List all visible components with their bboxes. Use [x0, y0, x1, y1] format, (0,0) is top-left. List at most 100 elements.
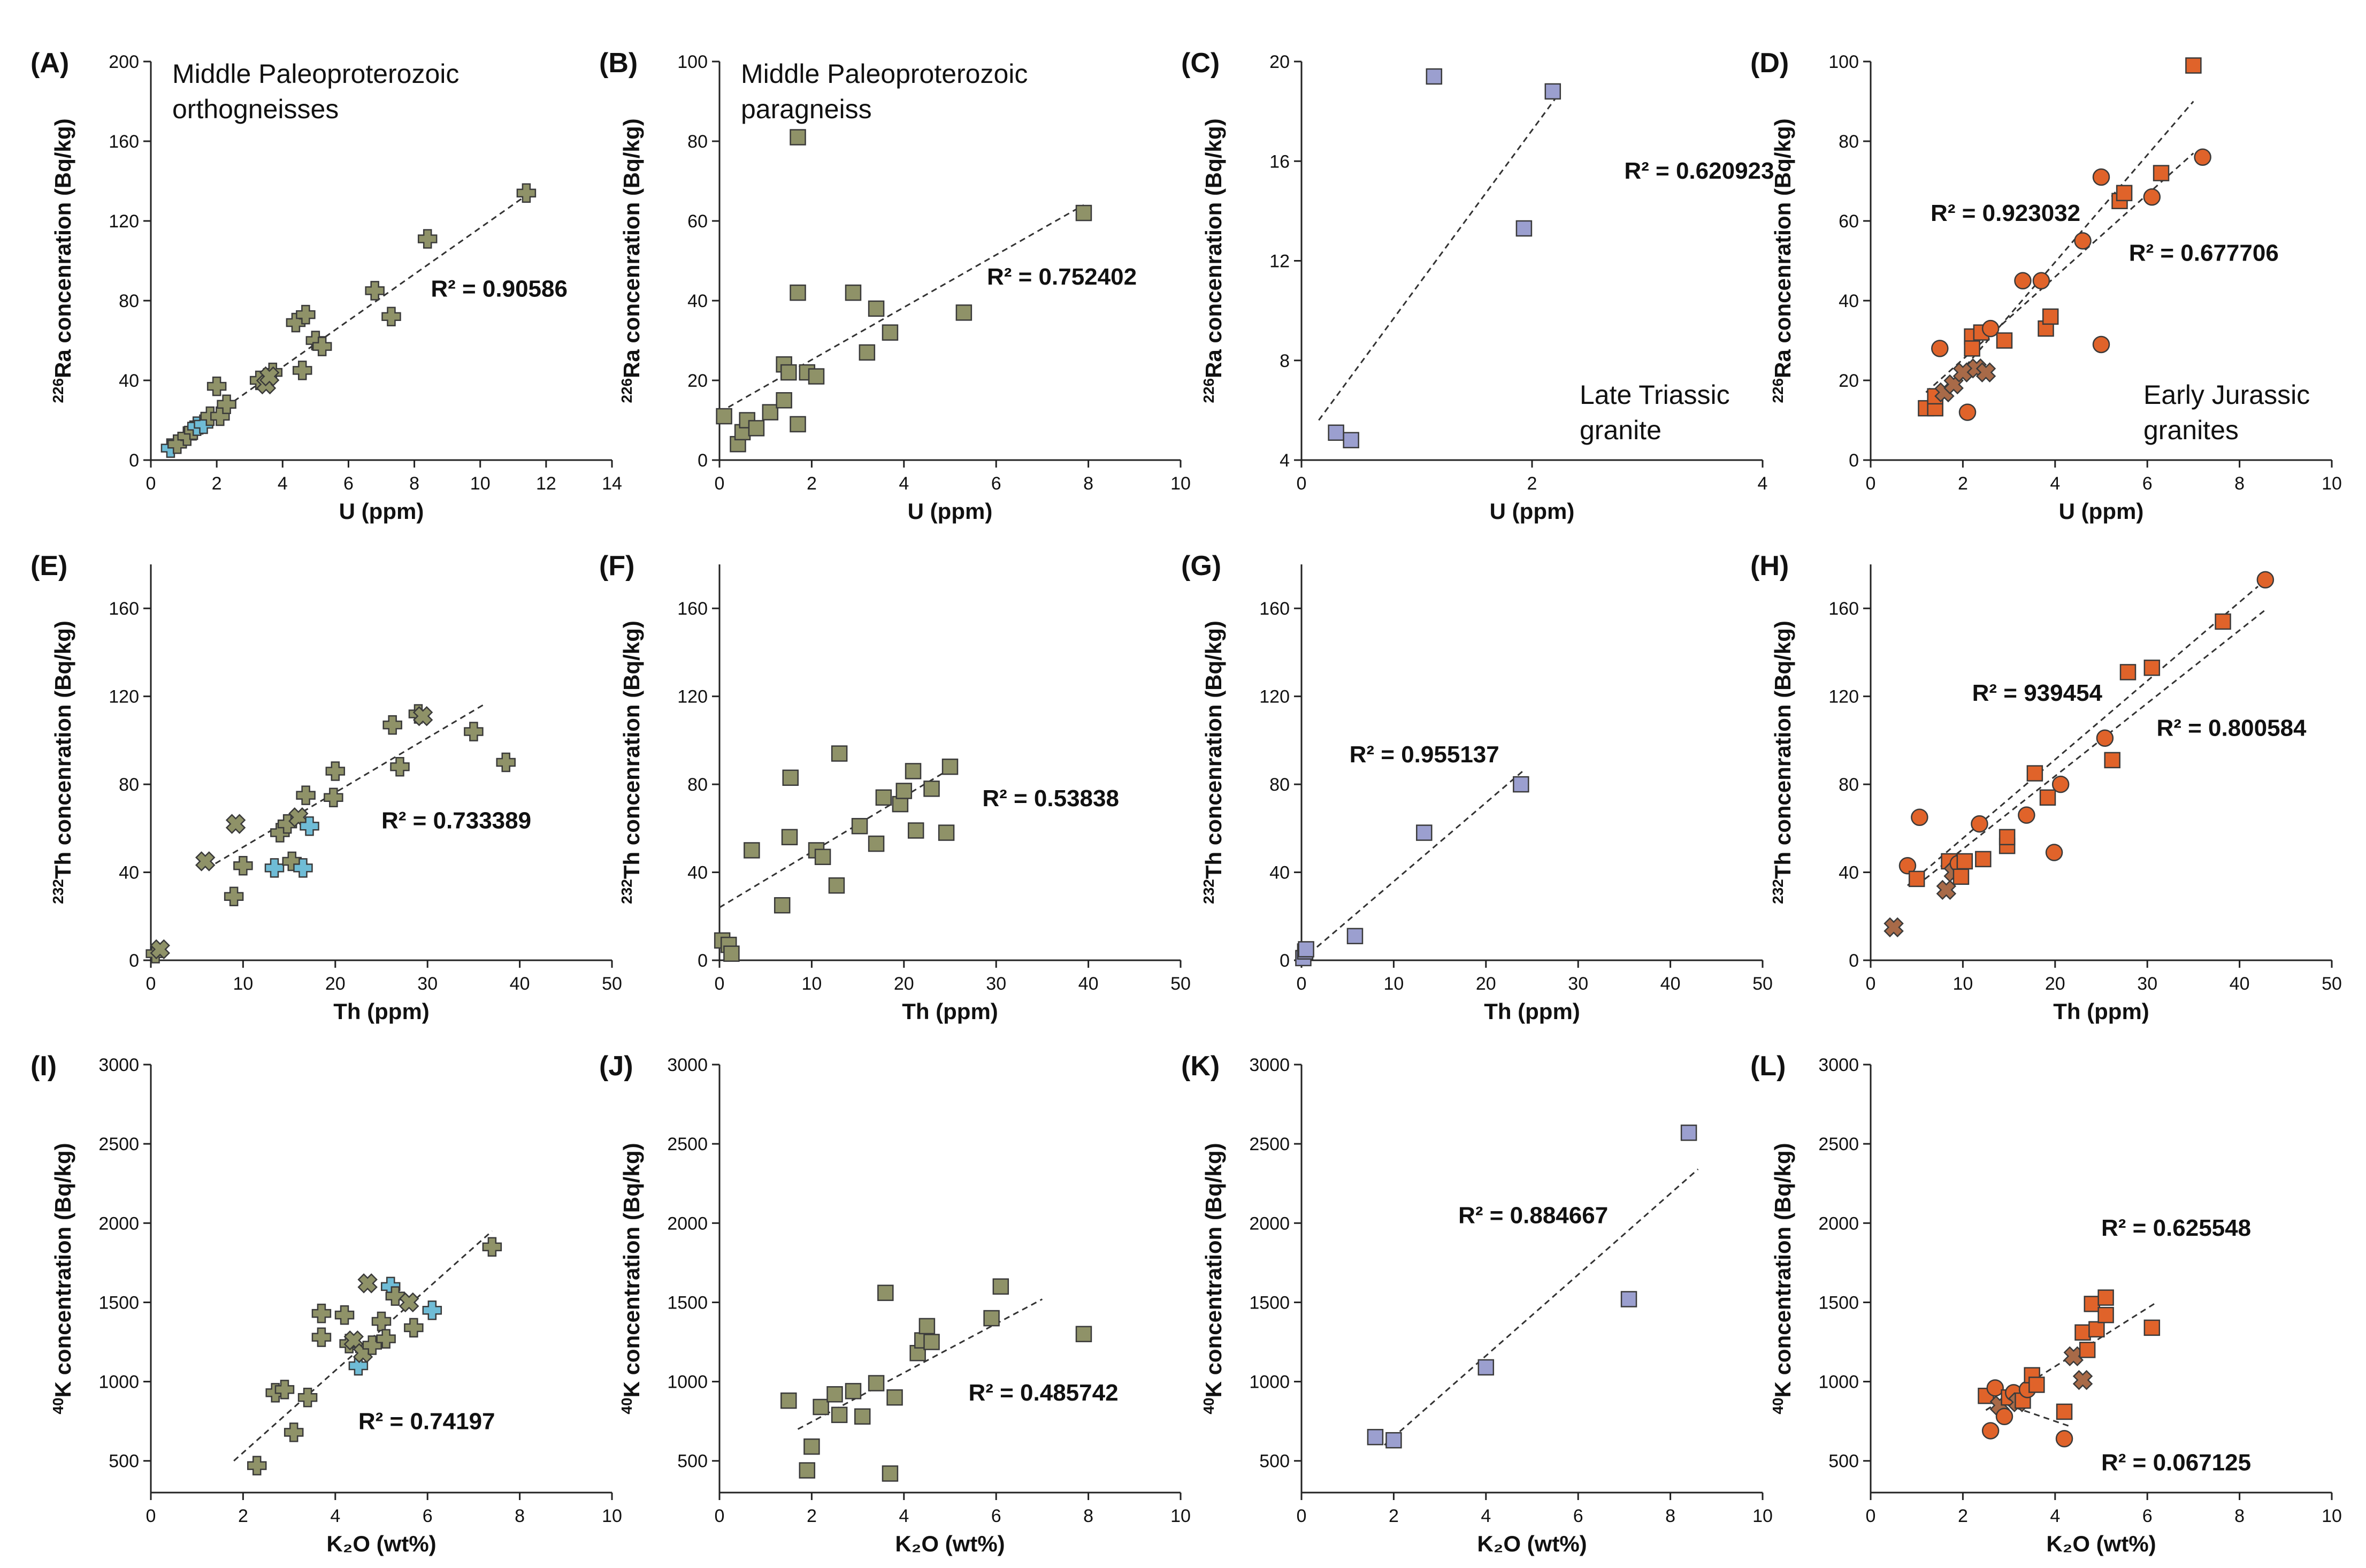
x-tick-label: 10: [1383, 974, 1404, 994]
data-point-square: [1075, 1326, 1092, 1342]
r-squared-label: R² = 0.74197: [358, 1408, 495, 1434]
data-point-circle: [2032, 272, 2050, 289]
data-point-plus: [292, 361, 312, 380]
data-point-plus: [348, 1356, 369, 1376]
y-axis-title: 226Ra concenration (Bq/kg): [618, 118, 644, 403]
y-tick-label: 40: [687, 291, 708, 311]
y-tick-label: 500: [1828, 1451, 1859, 1472]
data-point-cross: [412, 706, 433, 726]
x-tick-label: 8: [409, 473, 419, 494]
data-point-circle: [2194, 148, 2211, 166]
x-tick-label: 2: [1958, 1506, 1968, 1526]
x-tick-label: 40: [1078, 974, 1099, 994]
data-point-plus: [293, 858, 313, 878]
x-tick-label: 6: [2142, 473, 2153, 494]
x-tick-label: 30: [986, 974, 1006, 994]
panel-label: (D): [1750, 48, 1789, 79]
x-tick-label: 4: [1481, 1506, 1491, 1526]
x-tick-label: 4: [899, 1506, 909, 1526]
x-tick-label: 8: [1665, 1506, 1675, 1526]
y-tick-label: 0: [698, 450, 708, 471]
x-tick-label: 10: [2322, 473, 2342, 494]
x-axis-title: K₂O (wt%): [895, 1531, 1005, 1556]
data-point-square: [877, 1284, 894, 1301]
x-tick-label: 10: [233, 974, 253, 994]
x-tick-label: 6: [991, 1506, 1001, 1526]
data-point-square: [1956, 853, 1973, 870]
data-point-square: [1343, 432, 1359, 448]
y-axis-title: 232Th concenration (Bq/kg): [1770, 621, 1795, 904]
regression-line: [719, 204, 1084, 413]
data-point-square: [744, 842, 760, 859]
x-tick-label: 10: [2322, 1506, 2342, 1526]
data-point-plus: [297, 1387, 318, 1408]
data-point-square: [2088, 1321, 2105, 1338]
data-point-square: [955, 304, 973, 321]
data-point-square: [941, 758, 959, 775]
data-point-square: [828, 877, 845, 894]
data-point-square: [875, 789, 892, 806]
data-point-square: [1515, 220, 1533, 237]
y-tick-label: 500: [109, 1451, 139, 1472]
data-point-plus: [362, 1335, 382, 1355]
data-point-plus: [233, 855, 253, 876]
x-tick-label: 6: [1573, 1506, 1583, 1526]
x-tick-label: 4: [330, 1506, 340, 1526]
x-tick-label: 12: [536, 473, 556, 494]
y-tick-label: 2000: [98, 1213, 139, 1234]
x-tick-label: 40: [2230, 974, 2250, 994]
x-tick-label: 10: [1170, 473, 1191, 494]
panel-label: (J): [599, 1051, 633, 1082]
data-point-square: [1513, 776, 1529, 793]
data-point-square: [2056, 1403, 2073, 1420]
r-squared-label: R² = 0.884667: [1458, 1202, 1608, 1228]
x-tick-label: 0: [715, 473, 725, 494]
data-point-square: [1298, 941, 1314, 958]
y-tick-label: 120: [109, 211, 139, 232]
y-axis-title: 40K concentration (Bq/kg): [1200, 1143, 1226, 1414]
r-squared-label: R² = 0.067125: [2101, 1450, 2251, 1476]
x-tick-label: 8: [515, 1506, 525, 1526]
y-tick-label: 2500: [667, 1134, 708, 1154]
data-point-plus: [382, 715, 402, 735]
x-axis-title: U (ppm): [908, 499, 993, 524]
panel-annotation: granites: [2143, 415, 2239, 445]
x-tick-label: 50: [2322, 974, 2342, 994]
x-tick-label: 2: [807, 1506, 817, 1526]
panel-annotation: Early Jurassic: [2143, 380, 2310, 410]
x-tick-label: 20: [2045, 974, 2065, 994]
data-point-cross: [399, 1292, 419, 1313]
y-tick-label: 100: [677, 52, 708, 72]
x-axis-title: K₂O (wt%): [1477, 1531, 1587, 1556]
data-point-square: [780, 364, 797, 381]
data-point-square: [1544, 83, 1561, 100]
y-tick-label: 40: [1839, 863, 1859, 883]
data-point-circle: [2018, 806, 2035, 824]
data-point-plus: [325, 761, 346, 781]
x-tick-label: 2: [1389, 1506, 1399, 1526]
x-tick-label: 30: [1568, 974, 1588, 994]
y-tick-label: 1500: [1249, 1292, 1290, 1313]
panel-annotation: orthogneisses: [172, 94, 339, 124]
y-axis-title-text: Ra concenration (Bq/kg): [1770, 118, 1795, 378]
r-squared-label: R² = 0.752402: [987, 264, 1137, 290]
data-point-square: [781, 829, 798, 846]
data-point-square: [2116, 185, 2133, 202]
y-tick-label: 20: [687, 371, 708, 391]
data-point-square: [813, 1398, 829, 1416]
data-point-square: [886, 1389, 903, 1406]
x-tick-label: 2: [1527, 473, 1537, 494]
y-axis-title-text: Ra concenration (Bq/kg): [50, 118, 75, 378]
data-point-square: [868, 300, 885, 317]
y-tick-label: 3000: [1818, 1055, 1859, 1075]
panel-label: (G): [1181, 550, 1221, 582]
data-point-plus: [365, 281, 385, 301]
data-point-plus: [385, 1286, 405, 1306]
y-tick-label: 0: [698, 951, 708, 971]
x-tick-label: 8: [2234, 1506, 2245, 1526]
data-point-square: [851, 817, 868, 835]
y-tick-label: 160: [1828, 599, 1859, 619]
y-tick-label: 40: [1839, 291, 1859, 311]
panel-f: (F) 0 10 20 30 40 50 0 40 80 120 160 Th (ppm) 232Th c…: [599, 550, 1191, 1024]
r-squared-label: R² = 0.923032: [1931, 200, 2080, 226]
